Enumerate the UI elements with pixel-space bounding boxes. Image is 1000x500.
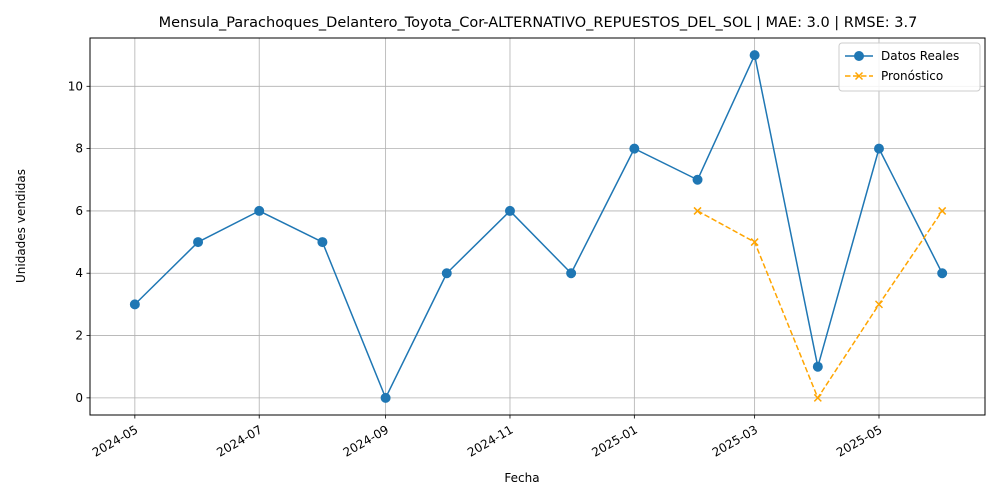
- series-0: [129, 50, 948, 403]
- data-point: [874, 300, 884, 309]
- data-point: [504, 205, 515, 216]
- data-point: [629, 143, 640, 154]
- x-marker-stroke: [693, 206, 702, 215]
- data-point: [813, 393, 822, 402]
- x-marker-stroke: [874, 300, 884, 309]
- data-point: [566, 268, 577, 279]
- legend-entry: Pronóstico: [845, 69, 943, 83]
- data-point: [254, 205, 265, 216]
- data-point: [193, 237, 204, 248]
- legend-box: [838, 42, 981, 92]
- y-tick-label: 10: [68, 79, 83, 93]
- x-marker-stroke: [750, 238, 759, 247]
- data-point: [380, 392, 391, 403]
- data-point: [812, 361, 823, 372]
- y-tick-label: 2: [75, 329, 83, 343]
- legend: Datos Reales Pronóstico: [838, 42, 981, 92]
- y-tick-label: 8: [75, 142, 83, 156]
- y-tick-label: 4: [75, 266, 83, 280]
- data-point: [317, 237, 328, 248]
- data-point: [750, 238, 759, 247]
- legend-marker: [854, 71, 864, 81]
- legend-entry: Datos Reales: [845, 49, 959, 63]
- series-line: [134, 54, 943, 399]
- y-axis-label: Unidades vendidas: [14, 169, 28, 283]
- data-point: [441, 268, 452, 279]
- y-tick-label: 0: [75, 391, 83, 405]
- plot-frame: [89, 37, 986, 416]
- legend-label: Datos Reales: [881, 49, 959, 63]
- x-marker-stroke: [854, 71, 864, 81]
- data-point: [692, 174, 703, 185]
- data-point: [693, 206, 702, 215]
- legend-label: Pronóstico: [881, 69, 943, 83]
- data-point: [937, 268, 948, 279]
- data-point: [129, 299, 140, 310]
- data-point: [749, 50, 760, 61]
- series-layer: [129, 50, 948, 403]
- data-point: [873, 143, 884, 154]
- chart-title: Mensula_Parachoques_Delantero_Toyota_Cor…: [159, 15, 918, 31]
- x-marker-stroke: [938, 206, 947, 215]
- series-1: [693, 206, 947, 402]
- data-point: [938, 206, 947, 215]
- x-axis-label: Fecha: [504, 471, 539, 485]
- grid: [90, 38, 985, 415]
- y-tick-label: 6: [75, 204, 83, 218]
- legend-marker: [854, 51, 864, 61]
- x-marker-stroke: [813, 393, 822, 402]
